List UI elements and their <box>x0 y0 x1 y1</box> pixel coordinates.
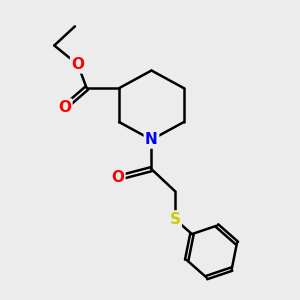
Text: O: O <box>58 100 71 115</box>
Text: O: O <box>71 57 84 72</box>
Text: S: S <box>169 212 181 227</box>
Text: O: O <box>111 170 124 185</box>
Text: N: N <box>145 132 158 147</box>
